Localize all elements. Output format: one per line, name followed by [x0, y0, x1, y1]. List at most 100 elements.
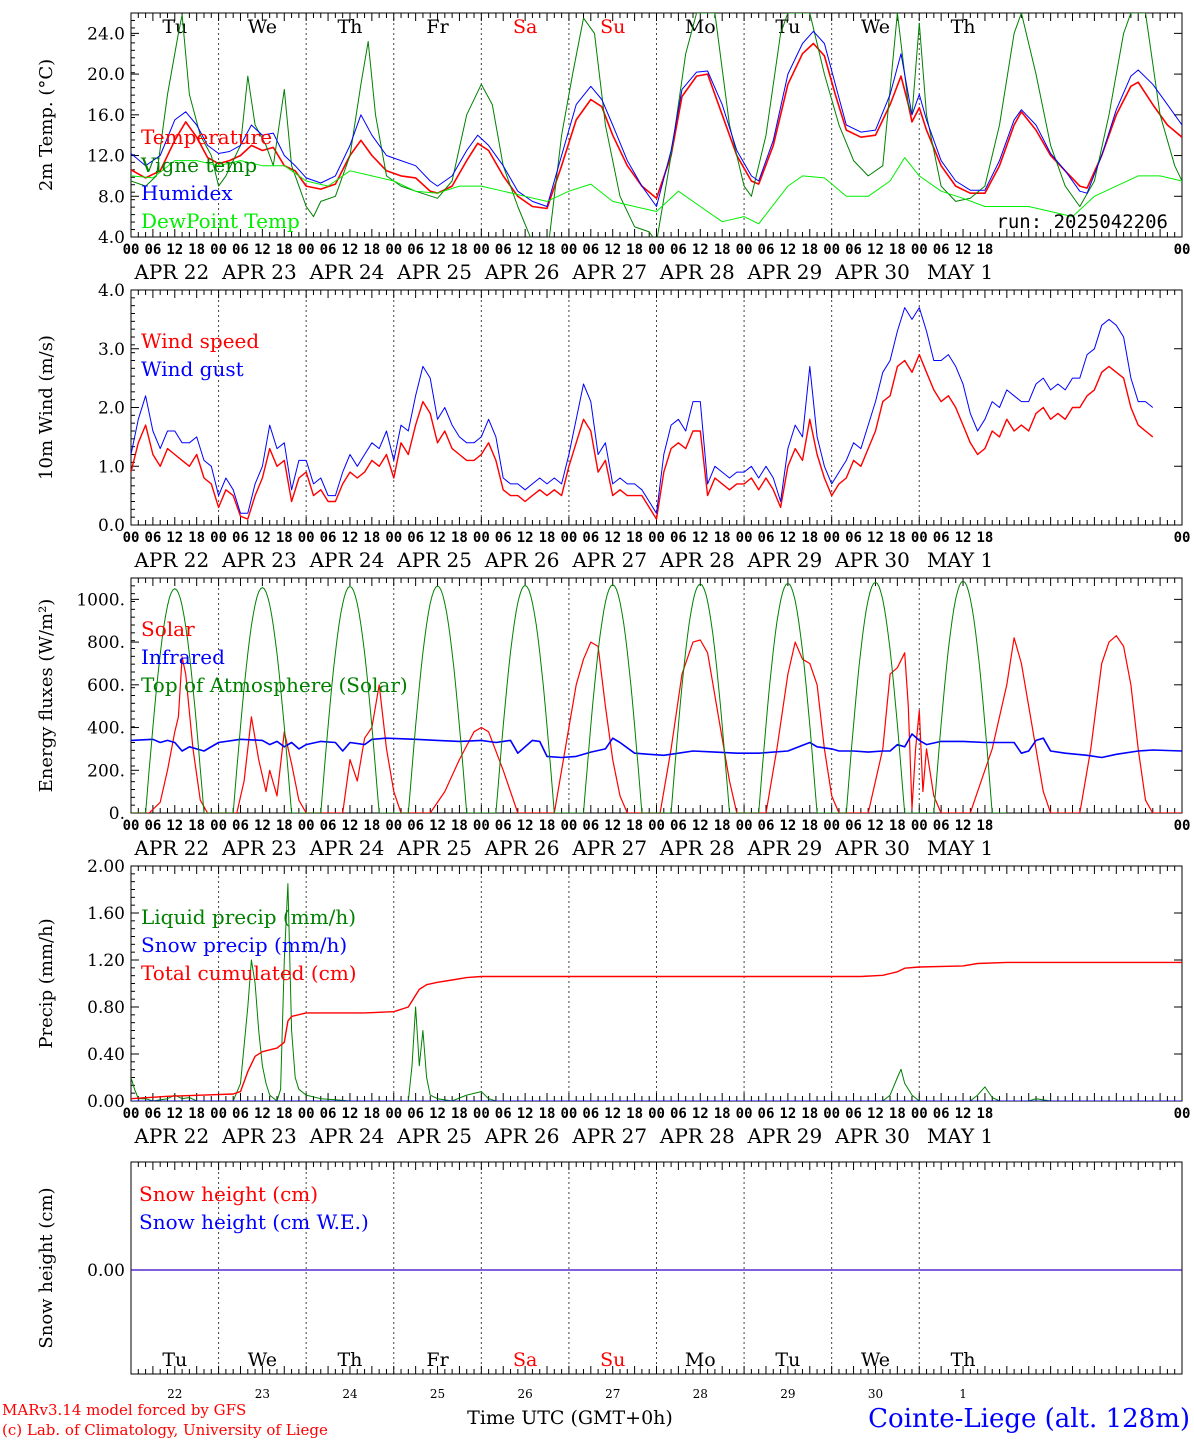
credit-line-2: (c) Lab. of Climatology, University of L… — [2, 1421, 328, 1439]
wind-hour-label: 00 — [1174, 530, 1191, 546]
temperature-hour-label: 06 — [232, 242, 249, 258]
day-number-label: 29 — [780, 1387, 795, 1401]
day-number-label: 25 — [430, 1387, 445, 1401]
temperature-date-label: APR 22 — [133, 260, 209, 284]
wind-legend-0: Wind speed — [141, 329, 259, 353]
wind-hour-label: 18 — [626, 530, 643, 546]
wind-hour-label: 06 — [933, 530, 950, 546]
precip-hour-label: 00 — [210, 1106, 227, 1122]
temperature-ytick-label: 16.0 — [87, 106, 125, 126]
day-number-label: 30 — [868, 1387, 883, 1401]
energy-hour-label: 18 — [451, 818, 468, 834]
energy-hour-label: 00 — [123, 818, 140, 834]
energy-hour-label: 06 — [582, 818, 599, 834]
energy-legend-2: Top of Atmosphere (Solar) — [141, 673, 408, 697]
day-label-bottom: Tu — [775, 1349, 800, 1371]
day-label-top: We — [861, 16, 890, 38]
energy-hour-label: 00 — [473, 818, 490, 834]
temperature-hour-label: 06 — [933, 242, 950, 258]
precip-hour-label: 06 — [758, 1106, 775, 1122]
energy-hour-label: 12 — [692, 818, 709, 834]
precip-hour-label: 00 — [473, 1106, 490, 1122]
energy-date-label: APR 24 — [309, 836, 385, 860]
day-label-top: Th — [337, 16, 362, 38]
energy-hour-label: 18 — [714, 818, 731, 834]
energy-hour-label: 18 — [363, 818, 380, 834]
wind-hour-label: 12 — [166, 530, 183, 546]
energy-date-label: APR 27 — [571, 836, 647, 860]
wind-hour-label: 12 — [342, 530, 359, 546]
temperature-hour-label: 00 — [298, 242, 315, 258]
wind-hour-label: 06 — [582, 530, 599, 546]
wind-date-label: APR 26 — [484, 548, 560, 572]
temperature-series-2 — [131, 30, 1182, 207]
snow-legend-0: Snow height (cm) — [139, 1182, 318, 1206]
station-title: Cointe-Liege (alt. 128m) — [868, 1404, 1190, 1434]
energy-hour-label: 12 — [342, 818, 359, 834]
snow-ylabel: Snow height (cm) — [36, 1187, 57, 1348]
temperature-hour-label: 12 — [166, 242, 183, 258]
energy-ytick-label: 200. — [87, 761, 125, 781]
wind-hour-label: 06 — [495, 530, 512, 546]
energy-hour-label: 00 — [560, 818, 577, 834]
energy-date-label: APR 28 — [659, 836, 735, 860]
day-number-label: 1 — [959, 1387, 967, 1401]
temperature-hour-label: 12 — [429, 242, 446, 258]
precip-hour-label: 12 — [867, 1106, 884, 1122]
temperature-hour-label: 00 — [736, 242, 753, 258]
energy-date-label: APR 25 — [396, 836, 472, 860]
wind-hour-label: 06 — [232, 530, 249, 546]
energy-hour-label: 00 — [823, 818, 840, 834]
temperature-hour-label: 12 — [342, 242, 359, 258]
precip-ytick-label: 2.00 — [87, 857, 125, 877]
day-label-top: Th — [951, 16, 976, 38]
credit-line-1: MARv3.14 model forced by GFS — [2, 1401, 246, 1419]
wind-date-label: APR 28 — [659, 548, 735, 572]
temperature-ytick-label: 20.0 — [87, 65, 125, 85]
wind-hour-label: 12 — [517, 530, 534, 546]
energy-hour-label: 06 — [407, 818, 424, 834]
precip-hour-label: 18 — [188, 1106, 205, 1122]
temperature-hour-label: 12 — [254, 242, 271, 258]
temperature-hour-label: 18 — [714, 242, 731, 258]
precip-hour-label: 00 — [560, 1106, 577, 1122]
wind-series-1 — [131, 307, 1154, 514]
precip-hour-label: 12 — [429, 1106, 446, 1122]
snow-ytick-label: 0.00 — [87, 1261, 125, 1281]
panel-snow: 0.00 Snow height (cm) Snow height (cm) Snow… — [36, 1161, 1183, 1401]
wind-ylabel: 10m Wind (m/s) — [36, 335, 57, 480]
wind-date-label: APR 29 — [746, 548, 822, 572]
temperature-hour-label: 18 — [188, 242, 205, 258]
wind-hour-label: 18 — [977, 530, 994, 546]
precip-ytick-label: 1.20 — [87, 951, 125, 971]
day-label-bottom: We — [861, 1349, 890, 1371]
temperature-date-label: APR 25 — [396, 260, 472, 284]
precip-hour-label: 18 — [363, 1106, 380, 1122]
energy-hour-label: 12 — [955, 818, 972, 834]
precip-hour-label: 12 — [779, 1106, 796, 1122]
energy-hour-label: 00 — [911, 818, 928, 834]
temperature-hour-label: 06 — [582, 242, 599, 258]
temperature-hour-label: 12 — [692, 242, 709, 258]
precip-hour-label: 00 — [123, 1106, 140, 1122]
precip-hour-label: 00 — [823, 1106, 840, 1122]
day-number-label: 27 — [605, 1387, 620, 1401]
precip-hour-label: 12 — [955, 1106, 972, 1122]
temperature-hour-label: 00 — [560, 242, 577, 258]
temperature-legend-0: Temperature — [141, 125, 272, 149]
temperature-hour-label: 12 — [779, 242, 796, 258]
temperature-hour-label: 18 — [626, 242, 643, 258]
precip-hour-label: 00 — [298, 1106, 315, 1122]
temperature-date-label: APR 28 — [659, 260, 735, 284]
temperature-hour-label: 06 — [320, 242, 337, 258]
temperature-hour-label: 06 — [144, 242, 161, 258]
temperature-legend-3: DewPoint Temp — [141, 209, 300, 233]
energy-ytick-label: 400. — [87, 719, 125, 739]
wind-hour-label: 12 — [429, 530, 446, 546]
wind-hour-label: 18 — [276, 530, 293, 546]
precip-date-label: APR 26 — [484, 1124, 560, 1148]
wind-hour-label: 06 — [845, 530, 862, 546]
temperature-hour-label: 00 — [210, 242, 227, 258]
precip-hour-label: 06 — [495, 1106, 512, 1122]
temperature-date-label: APR 23 — [221, 260, 297, 284]
